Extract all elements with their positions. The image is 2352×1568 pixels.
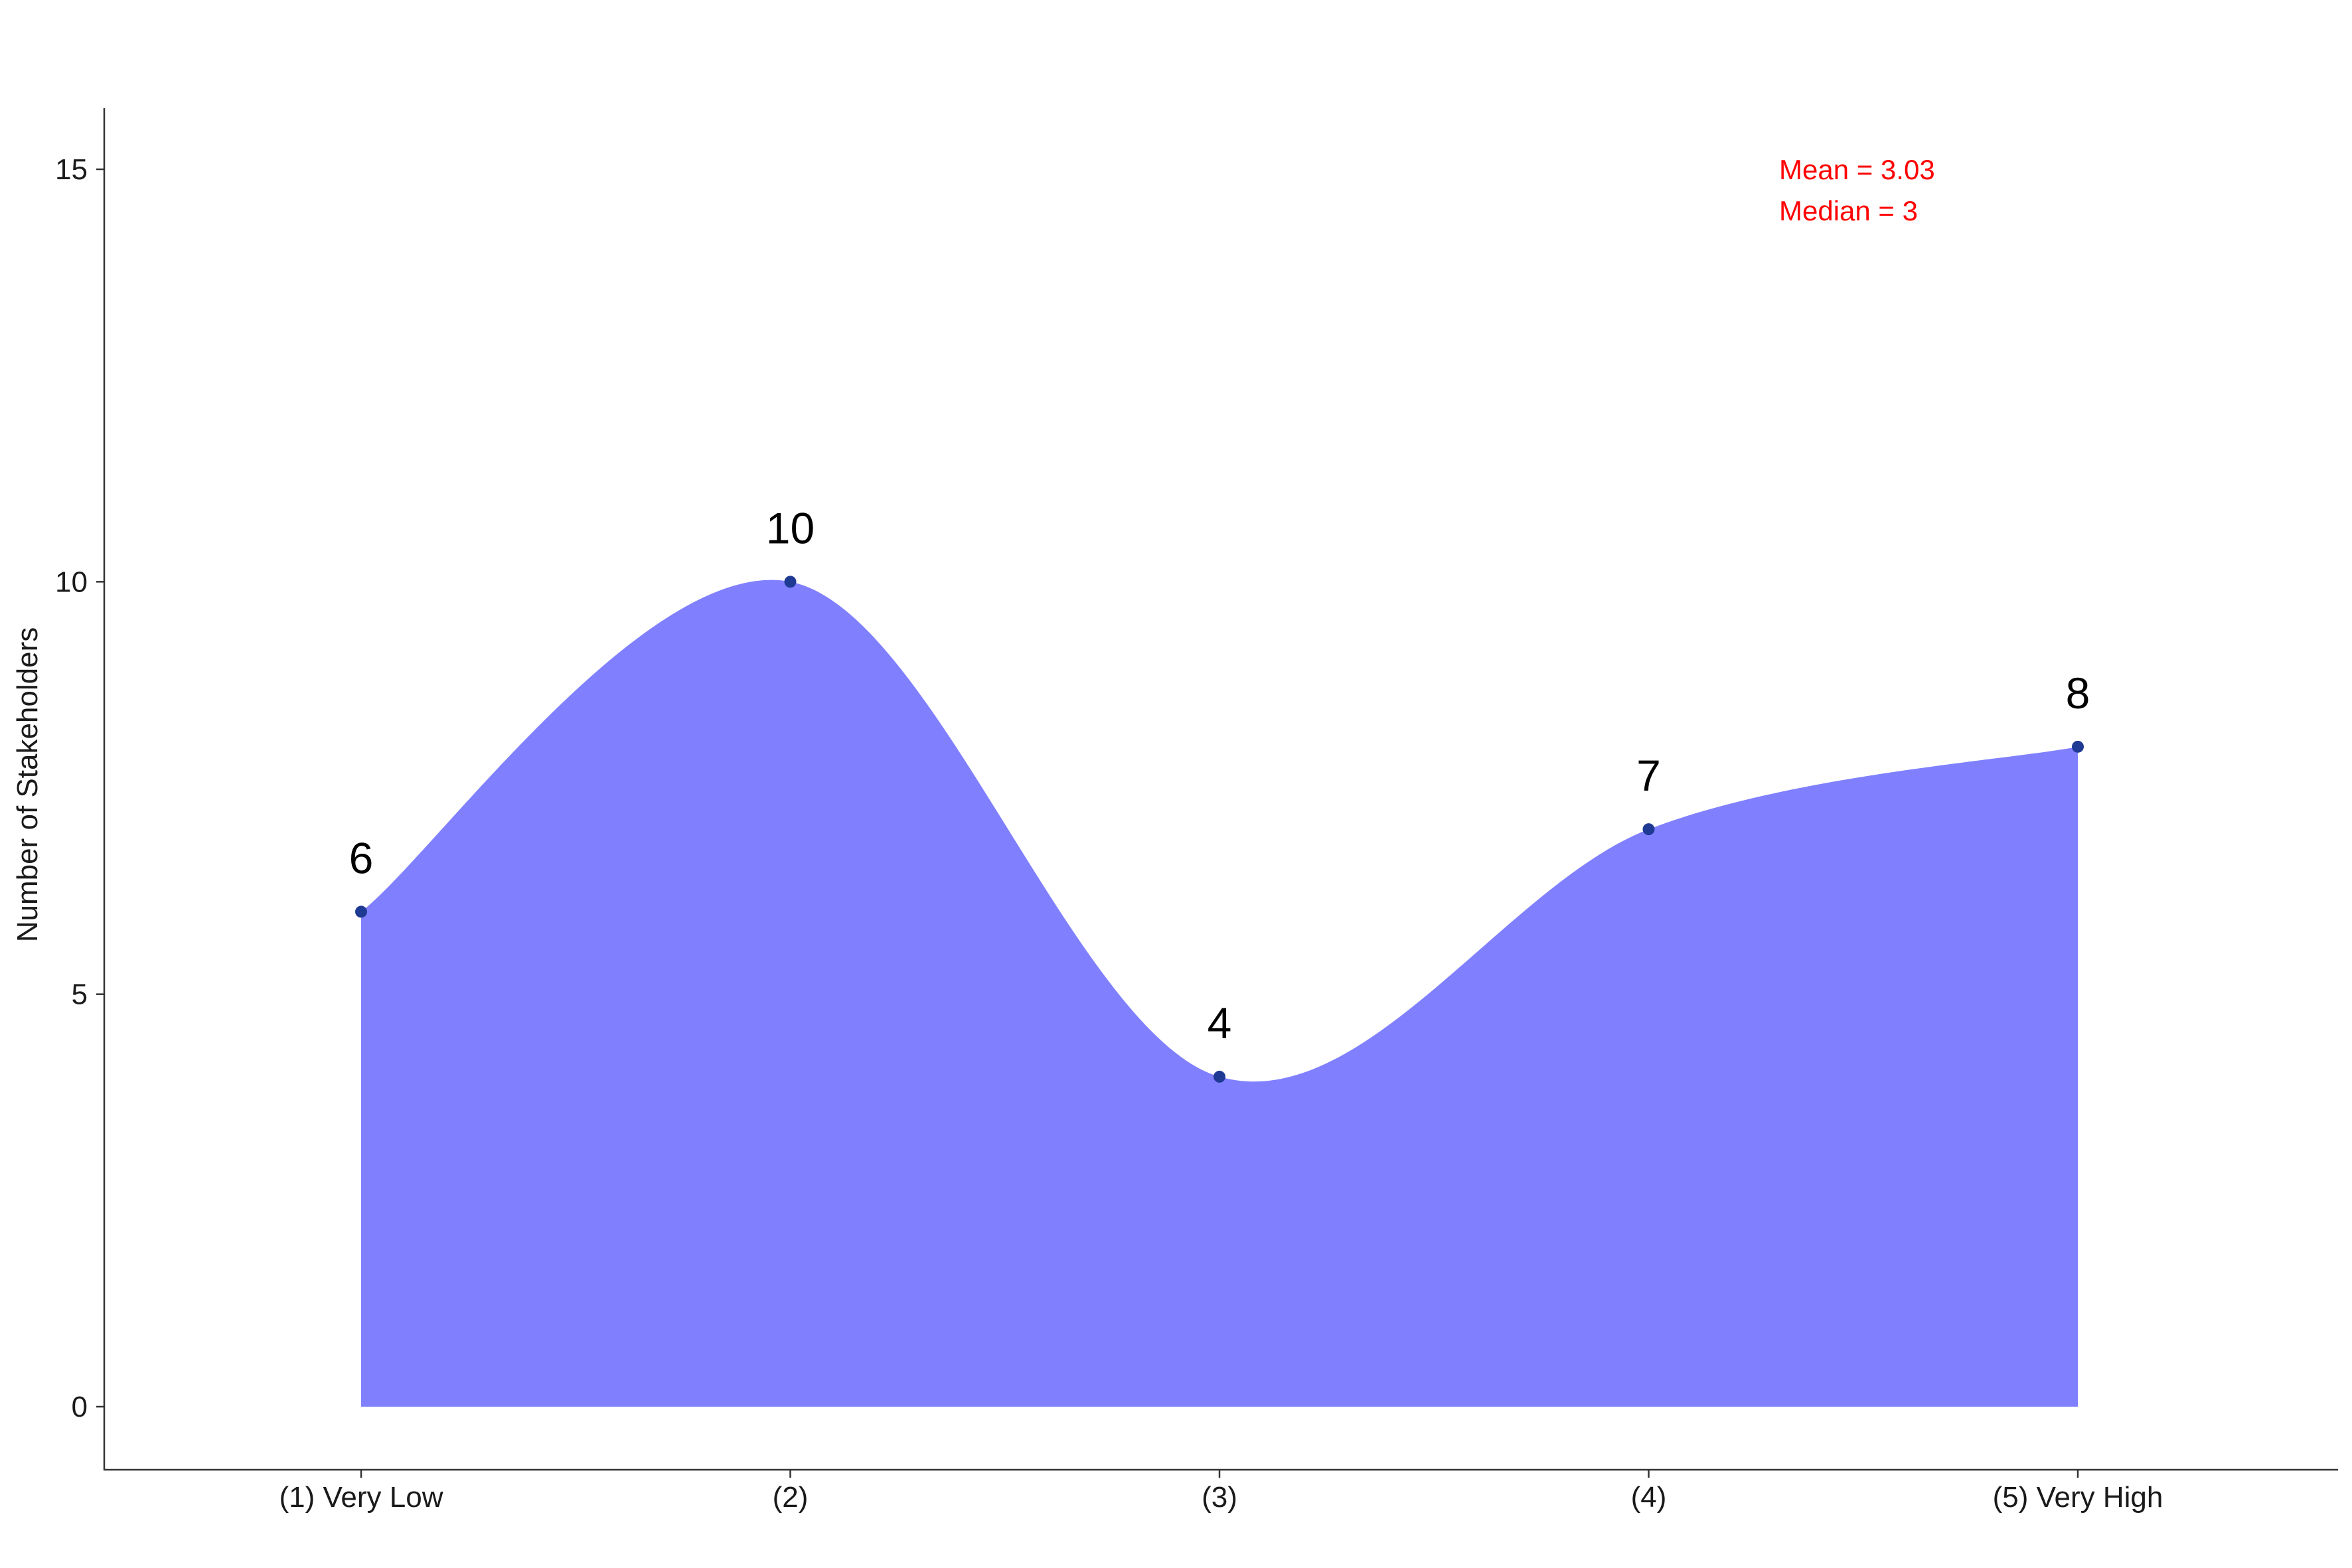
data-label: 7 [1636,751,1661,800]
y-tick-label: 0 [72,1391,88,1423]
data-label: 6 [349,833,374,882]
x-tick-label: (5) Very High [1993,1481,2163,1514]
data-label: 4 [1208,998,1232,1048]
data-point [355,905,367,918]
x-tick-label: (3) [1202,1481,1237,1514]
mean-annotation: Mean = 3.03 [1779,154,1935,185]
x-tick-label: (1) Very Low [279,1481,443,1514]
x-tick-label: (4) [1631,1481,1667,1514]
data-point [1214,1070,1225,1083]
data-point [784,576,797,588]
area-fill [361,580,2078,1407]
median-annotation: Median = 3 [1779,195,1918,226]
y-tick-label: 10 [55,566,88,598]
data-labels: 6 10 4 7 8 [349,503,2090,1048]
data-point [2072,740,2084,753]
data-label: 10 [766,503,815,552]
y-tick-label: 15 [55,153,88,186]
data-label: 8 [2066,668,2090,718]
x-axis-ticks: (1) Very Low (2) (3) (4) (5) Very High [279,1470,2163,1514]
x-tick-label: (2) [773,1481,809,1514]
y-axis-title: Number of Stakeholders [11,627,44,942]
plot-area: 6 10 4 7 8 [349,503,2090,1407]
data-points [355,576,2084,1083]
data-point [1642,823,1655,836]
y-axis-ticks: 0 5 10 15 [55,153,104,1423]
summary-annotation: Mean = 3.03 Median = 3 [1779,154,1935,226]
y-tick-label: 5 [72,979,88,1011]
